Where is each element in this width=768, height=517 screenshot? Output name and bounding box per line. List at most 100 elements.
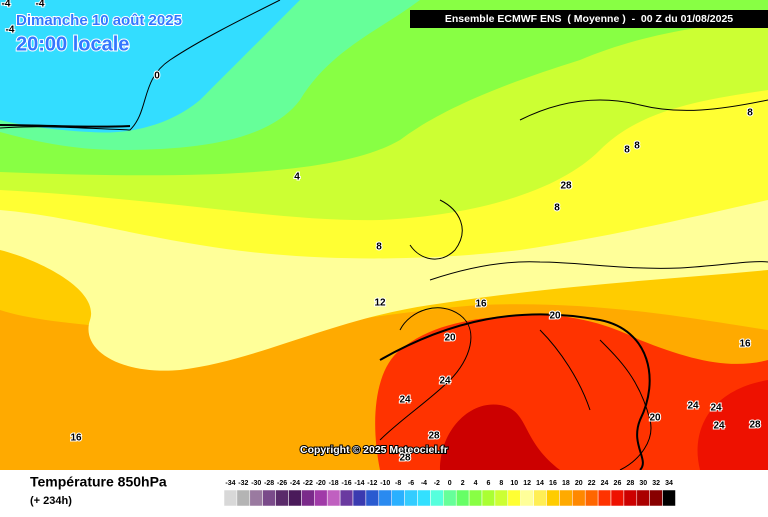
copyright: Copyright © 2025 Meteociel.fr <box>300 444 448 456</box>
scale-box <box>481 489 496 507</box>
contour-label: 16 <box>739 339 751 350</box>
contour-label: 0 <box>154 71 160 82</box>
scale-label: 18 <box>562 480 570 487</box>
lead-time: (+ 234h) <box>30 495 72 507</box>
contour-label: 12 <box>374 298 386 309</box>
zone <box>0 0 300 133</box>
contour-label: 8 <box>566 181 572 192</box>
scale-box <box>249 489 263 507</box>
scale-box <box>610 489 625 507</box>
scale-label: 8 <box>499 480 503 487</box>
scale-box <box>339 489 354 507</box>
scale-label: -26 <box>277 480 287 487</box>
scale-label: -32 <box>238 480 248 487</box>
scale-box <box>533 489 547 507</box>
scale-label: 10 <box>510 480 518 487</box>
contour-label: -4 <box>2 0 11 10</box>
contour-label: 24 <box>710 403 722 414</box>
scale-label: -12 <box>367 480 377 487</box>
contour-label: 4 <box>294 172 300 183</box>
contour-label: 24 <box>399 395 411 406</box>
footer-title: Température 850hPa <box>30 474 167 490</box>
contour-label: 28 <box>749 420 761 431</box>
scale-label: -18 <box>329 480 339 487</box>
scale-label: 2 <box>461 480 465 487</box>
contour-label: 20 <box>649 413 661 424</box>
scale-box <box>468 489 483 507</box>
scale-box <box>262 489 276 507</box>
date: Dimanche 10 août 2025 <box>16 12 182 29</box>
contour-label: -4 <box>6 25 15 36</box>
scale-box <box>443 489 457 507</box>
scale-box <box>378 489 392 507</box>
scale-label: 32 <box>652 480 660 487</box>
contour-label: 16 <box>70 433 82 444</box>
contour-label: 8 <box>624 145 630 156</box>
scale-label: 24 <box>601 480 609 487</box>
contour-label: 8 <box>554 203 560 214</box>
contour-label: 28 <box>560 181 572 192</box>
scale-box <box>326 489 341 507</box>
scale-box <box>391 489 405 507</box>
model: Ensemble ECMWF ENS ( Moyenne ) - 00 Z du… <box>445 13 733 25</box>
scale-label: 28 <box>626 480 634 487</box>
scale-box <box>584 489 599 507</box>
contour-label: -4 <box>36 0 45 10</box>
contour-label: 16 <box>475 299 487 310</box>
contour-label: 8 <box>747 108 753 119</box>
scale-label: -10 <box>380 480 390 487</box>
scale-box <box>649 489 663 507</box>
coastline <box>429 261 768 281</box>
scale-box <box>352 489 367 507</box>
model-box <box>410 10 768 28</box>
scale-label: -4 <box>421 480 427 487</box>
scale-label: -8 <box>395 480 401 487</box>
scale-label: 6 <box>486 480 490 487</box>
scale-box <box>430 489 444 507</box>
scale-label: 12 <box>523 480 531 487</box>
contour-label: 24 <box>687 401 699 412</box>
scale-box <box>365 489 380 507</box>
scale-box <box>507 489 521 507</box>
contour-label: 24 <box>439 376 451 387</box>
scale-label: -14 <box>354 480 364 487</box>
scale-label: -2 <box>434 480 440 487</box>
scale-label: 26 <box>614 480 622 487</box>
scale-label: 16 <box>549 480 557 487</box>
scale-box <box>314 489 328 507</box>
contour-label: 20 <box>549 311 561 322</box>
scale-box <box>275 489 289 507</box>
scale-box <box>301 489 315 507</box>
isotherm <box>0 124 131 128</box>
zone <box>697 380 768 470</box>
scale-label: -34 <box>225 480 235 487</box>
contour-label: 8 <box>376 242 382 253</box>
contour-label: 24 <box>713 421 725 432</box>
coastline <box>519 99 768 121</box>
scale-label: -16 <box>341 480 351 487</box>
isotherm <box>379 313 651 471</box>
zone <box>440 404 560 470</box>
time: 20:00 locale <box>16 33 129 55</box>
scale-box <box>572 489 586 507</box>
scale-label: 20 <box>575 480 583 487</box>
scale-box <box>404 489 418 507</box>
scale-box <box>559 489 573 507</box>
scale-label: 14 <box>536 480 544 487</box>
scale-box <box>546 489 560 507</box>
scale-label: -30 <box>251 480 261 487</box>
contour-label: 28 <box>428 431 440 442</box>
coastline <box>409 199 463 260</box>
scale-box <box>288 489 302 507</box>
scale-label: 22 <box>588 480 596 487</box>
scale-label: -20 <box>316 480 326 487</box>
contour-label: 28 <box>399 453 411 464</box>
scale-box <box>494 489 509 507</box>
scale-label: 0 <box>448 480 452 487</box>
scale-box <box>597 489 612 507</box>
scale-box <box>520 489 534 507</box>
contour-label: 8 <box>634 141 640 152</box>
coastline <box>539 329 652 471</box>
